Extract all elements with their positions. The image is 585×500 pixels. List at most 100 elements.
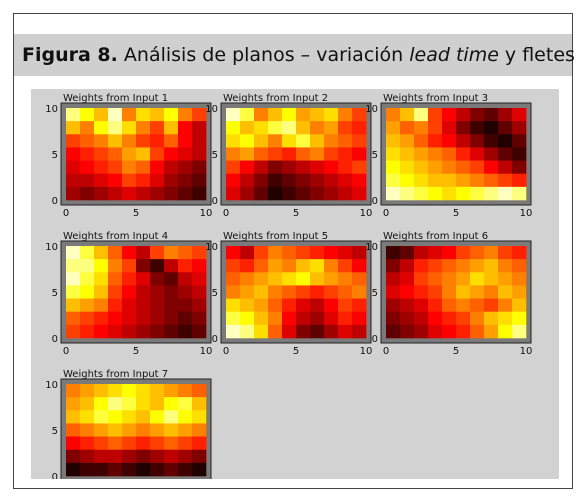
heatmap-cell [456,160,471,175]
heatmap-cell [352,298,367,313]
heatmap-cell [178,298,193,313]
heatmap-cell [352,134,367,148]
heatmap-cell [178,436,193,451]
y-tick-label: 10 [45,242,58,253]
heatmap-cell [108,311,123,326]
y-tick-label: 0 [52,472,58,479]
heatmap-cell [456,173,471,188]
heatmap-cell [192,311,207,326]
heatmap-cell [108,462,123,477]
heatmap-cell [352,160,367,175]
heatmap-cell [296,186,311,201]
heatmap-cell [386,160,401,175]
heatmap-cell [268,298,283,313]
heatmap-border [60,102,212,206]
heatmap-cell [94,259,109,273]
heatmap-cell [470,121,485,135]
heatmap-cell [352,324,367,339]
y-tick-label: 10 [45,380,58,391]
heatmap-cell [296,121,311,135]
heatmap-cell [240,272,255,286]
heatmap-cell [192,449,207,464]
caption-text: Análisis de planos – variación [123,44,410,66]
heatmap-cell [178,384,193,398]
heatmap-cell [80,324,95,339]
heatmap-cell [400,324,415,339]
heatmap-cell [386,134,401,148]
heatmap-cell [310,324,325,339]
heatmap-cell [484,272,499,286]
heatmap-cell [136,173,151,188]
heatmap-cell [66,285,81,299]
heatmap-cell [254,160,269,175]
heatmap-cell [338,311,353,326]
heatmap-cell [226,311,241,326]
heatmap-cell [414,134,429,148]
heatmap-cell [310,160,325,175]
heatmap-cell [164,272,179,286]
heatmap-cell [226,121,241,135]
heatmap-cell [164,298,179,313]
heatmap-cell [442,173,457,188]
heatmap-cell [150,173,165,188]
heatmap-cell [122,384,137,398]
figure-frame: Figura 8. Análisis de planos – variación… [13,13,575,495]
heatmap-title: Weights from Input 3 [383,93,488,104]
heatmap-cell [122,449,137,464]
heatmap-cell [164,259,179,273]
heatmap-cell [512,272,527,286]
heatmap-cell [296,246,311,260]
heatmap-cell [400,134,415,148]
heatmap-cell [282,186,297,201]
heatmap-cell [414,272,429,286]
heatmap-cell [178,186,193,201]
heatmap-cell [352,285,367,299]
heatmap-cell [150,121,165,135]
heatmap-cell [400,285,415,299]
heatmap-cell [338,298,353,313]
y-tick-label: 5 [212,150,218,161]
heatmap-cell [164,436,179,451]
heatmap-cell [324,160,339,175]
heatmap-cell [470,134,485,148]
caption-text-end: y fletes [498,44,575,66]
heatmap-cell [296,324,311,339]
heatmap-cell [94,173,109,188]
y-tick-label: 10 [365,242,378,253]
heatmap-cell [338,173,353,188]
heatmap-cell [324,298,339,313]
heatmap-cell [296,311,311,326]
heatmap-cell [498,272,513,286]
heatmap-cell [122,423,137,437]
heatmap-5: Weights from Input 5 10 5 00 5 10 [205,231,372,357]
heatmap-cell [226,108,241,122]
heatmap-cell [108,259,123,273]
heatmap-cell [442,186,457,201]
heatmap-cell [352,272,367,286]
heatmap-cell [150,397,165,411]
heatmap-cell [512,134,527,148]
heatmap-cell [268,272,283,286]
heatmap-cell [80,160,95,175]
heatmap-cell [484,285,499,299]
heatmap-cell [164,410,179,424]
heatmap-cell [296,108,311,122]
heatmap-cell [484,121,499,135]
heatmap-cell [94,423,109,437]
heatmap-cell [164,134,179,148]
heatmap-cell [282,311,297,326]
heatmap-cell [80,272,95,286]
heatmap-cell [400,160,415,175]
heatmap-cell [240,259,255,273]
heatmap-cell [240,246,255,260]
heatmap-cell [428,134,443,148]
heatmap-cell [164,186,179,201]
heatmap-cell [108,298,123,313]
y-tick-label: 0 [52,196,58,207]
heatmap-cell [150,324,165,339]
heatmap-cell [484,259,499,273]
heatmap-cell [338,160,353,175]
heatmap-cell [108,436,123,451]
heatmap-cell [108,186,123,201]
heatmap-cell [386,272,401,286]
